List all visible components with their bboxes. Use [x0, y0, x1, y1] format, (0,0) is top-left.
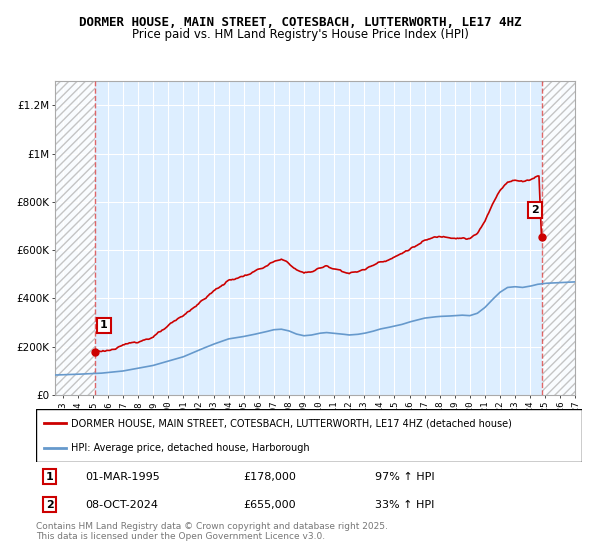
Text: 01-MAR-1995: 01-MAR-1995 [85, 472, 160, 482]
Text: 2: 2 [531, 206, 539, 215]
Text: 1: 1 [100, 320, 108, 330]
Bar [55, 81, 95, 395]
Text: 2: 2 [46, 500, 53, 510]
Text: DORMER HOUSE, MAIN STREET, COTESBACH, LUTTERWORTH, LE17 4HZ (detached house): DORMER HOUSE, MAIN STREET, COTESBACH, LU… [71, 418, 512, 428]
Text: 1: 1 [46, 472, 53, 482]
Text: £178,000: £178,000 [244, 472, 296, 482]
Text: 33% ↑ HPI: 33% ↑ HPI [374, 500, 434, 510]
Bar [542, 81, 575, 395]
Text: Contains HM Land Registry data © Crown copyright and database right 2025.
This d: Contains HM Land Registry data © Crown c… [36, 522, 388, 542]
Text: HPI: Average price, detached house, Harborough: HPI: Average price, detached house, Harb… [71, 442, 310, 452]
Text: 08-OCT-2024: 08-OCT-2024 [85, 500, 158, 510]
Text: DORMER HOUSE, MAIN STREET, COTESBACH, LUTTERWORTH, LE17 4HZ: DORMER HOUSE, MAIN STREET, COTESBACH, LU… [79, 16, 521, 29]
Text: 97% ↑ HPI: 97% ↑ HPI [374, 472, 434, 482]
Text: £655,000: £655,000 [244, 500, 296, 510]
Text: Price paid vs. HM Land Registry's House Price Index (HPI): Price paid vs. HM Land Registry's House … [131, 28, 469, 41]
